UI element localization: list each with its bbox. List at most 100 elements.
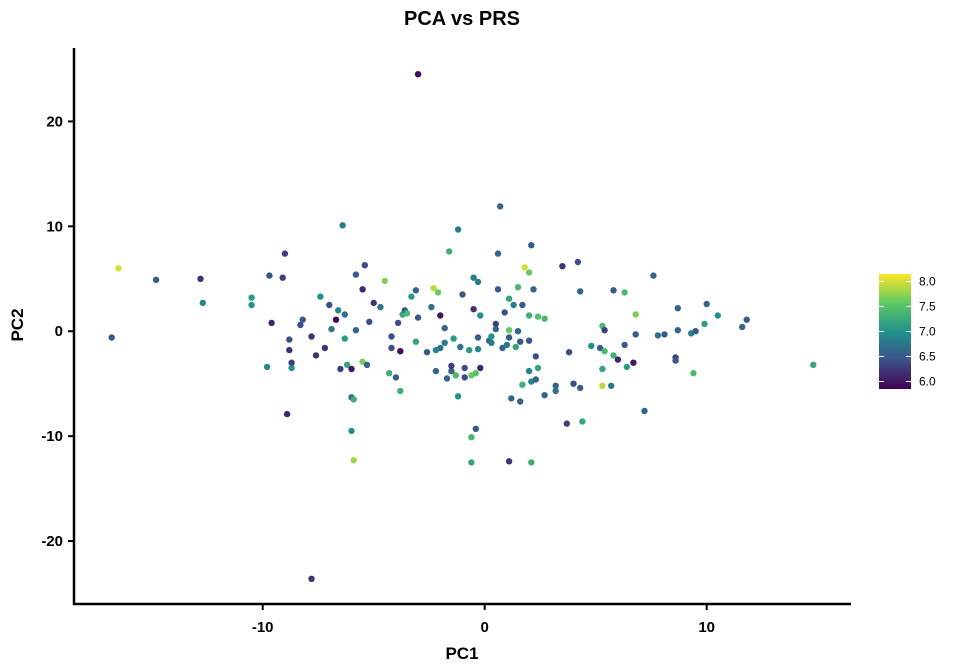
data-point [512, 343, 519, 351]
data-point [488, 339, 495, 346]
data-point [423, 349, 431, 356]
data-point [468, 434, 475, 441]
data-point [505, 327, 513, 334]
data-point [528, 242, 535, 249]
x-axis-label: PC1 [445, 644, 478, 663]
data-point [517, 338, 524, 345]
data-point [497, 203, 504, 210]
data-point [299, 316, 306, 323]
data-point [505, 334, 513, 341]
data-point [552, 382, 559, 389]
x-axis: -10 0 10 [73, 602, 851, 636]
data-point [268, 319, 275, 327]
x-tick-label: 10 [698, 619, 715, 636]
data-point [532, 353, 539, 360]
data-point [308, 575, 315, 582]
data-point [412, 338, 420, 345]
data-point [599, 365, 606, 373]
data-point [610, 287, 617, 294]
data-point [448, 362, 455, 370]
data-point [359, 286, 366, 293]
data-point [408, 293, 415, 300]
data-point [674, 305, 681, 312]
data-point [492, 325, 499, 333]
data-point [599, 382, 606, 389]
x-tick-label: 0 [481, 619, 489, 636]
data-point [432, 346, 440, 354]
data-point [430, 285, 437, 292]
data-point [363, 361, 371, 368]
data-point [279, 274, 286, 281]
data-point [514, 284, 522, 291]
data-point [397, 387, 404, 395]
data-point [474, 278, 482, 286]
data-point [661, 331, 668, 338]
data-point [519, 381, 526, 388]
data-point [532, 376, 539, 383]
data-point [525, 337, 533, 344]
data-point [501, 309, 508, 316]
data-point [457, 343, 464, 351]
data-point [714, 312, 721, 319]
data-point [601, 348, 608, 355]
data-point [672, 357, 679, 364]
data-point [297, 321, 304, 329]
data-point [492, 320, 499, 328]
data-point [312, 352, 320, 359]
data-point [386, 370, 393, 377]
data-point [650, 272, 657, 279]
data-point [632, 311, 639, 318]
data-point [388, 333, 395, 340]
data-point [739, 323, 746, 331]
data-point [477, 364, 484, 372]
data-point [508, 395, 515, 402]
data-point [434, 289, 442, 296]
y-tick-label: -10 [41, 428, 63, 445]
data-point [348, 365, 355, 373]
data-point [108, 334, 115, 341]
data-point [394, 319, 402, 327]
data-point [574, 258, 582, 266]
data-point [403, 310, 411, 317]
data-point [446, 248, 453, 255]
data-point [152, 276, 160, 283]
data-point [308, 333, 315, 340]
data-point [115, 265, 122, 272]
legend-tick-label: 8.0 [919, 275, 936, 289]
data-point [286, 336, 293, 343]
data-point [248, 301, 255, 309]
data-point [601, 327, 608, 334]
data-point [621, 341, 628, 349]
data-point [517, 398, 524, 405]
data-point [266, 272, 273, 279]
data-point [596, 344, 604, 352]
data-point [525, 312, 533, 319]
data-point [263, 363, 271, 371]
data-point [397, 348, 404, 355]
data-point [197, 275, 204, 282]
data-point [470, 306, 477, 313]
data-point [810, 361, 817, 368]
data-point [414, 314, 422, 321]
y-tick-label: 0 [55, 323, 63, 340]
data-point [565, 349, 573, 356]
data-point [437, 312, 444, 319]
data-point [641, 407, 648, 415]
data-point [692, 328, 699, 335]
data-point [654, 332, 662, 339]
data-point [630, 359, 637, 366]
data-point [534, 364, 542, 372]
data-point [414, 71, 422, 78]
data-point [466, 346, 473, 354]
data-point [519, 301, 526, 309]
data-point [339, 222, 346, 229]
data-point [577, 288, 584, 295]
data-point [432, 367, 440, 375]
data-point [534, 313, 542, 320]
data-point [443, 375, 451, 382]
data-point [452, 372, 459, 379]
data-point [412, 287, 420, 294]
data-point [461, 364, 468, 372]
data-point [608, 382, 615, 389]
